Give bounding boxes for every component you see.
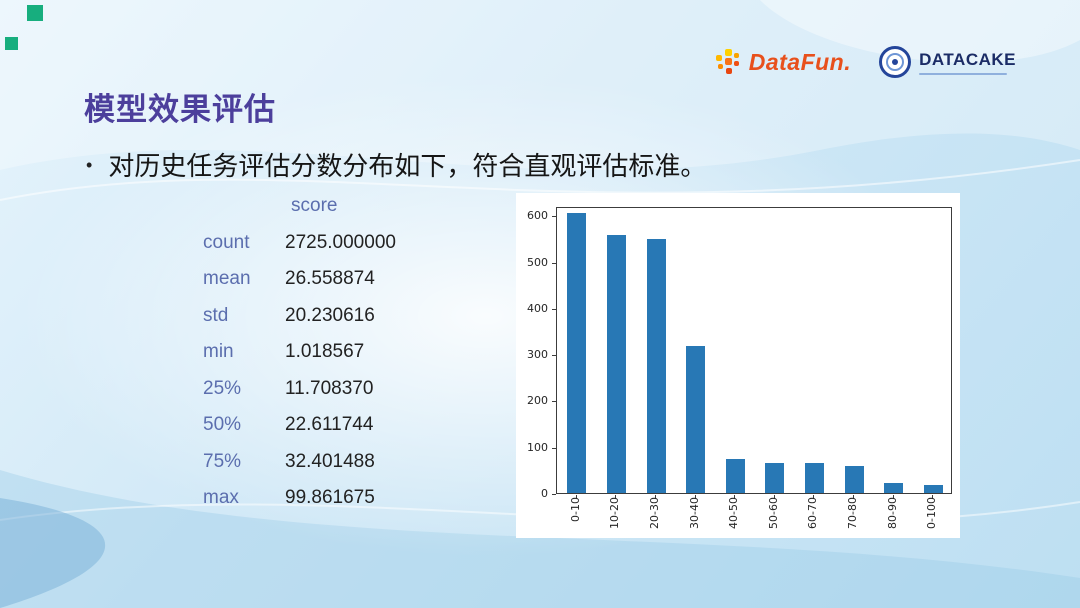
- stat-label: min: [203, 341, 234, 363]
- y-tick-label: 600: [527, 209, 548, 223]
- x-tick-label: 80-90: [885, 497, 899, 529]
- bullet-text: 对历史任务评估分数分布如下，符合直观评估标准。: [108, 151, 707, 181]
- x-tick-mark: [932, 495, 934, 499]
- x-tick-mark: [575, 495, 577, 499]
- y-tick-mark: [552, 355, 556, 357]
- stat-label: mean: [203, 268, 251, 290]
- datacake-center-dot: [892, 59, 899, 65]
- bullet-row: • 对历史任务评估分数分布如下，符合直观评估标准。: [86, 146, 706, 183]
- stat-label: 50%: [203, 414, 242, 436]
- x-tick-label: 30-40: [687, 497, 701, 529]
- stat-row: max 99.861675: [203, 480, 396, 517]
- y-tick-mark: [552, 447, 556, 449]
- datacake-tagline: [919, 72, 1008, 75]
- x-tick-label: 40-50: [727, 497, 741, 529]
- x-tick-mark: [694, 495, 696, 499]
- y-tick-label: 400: [527, 301, 548, 315]
- bar: [923, 484, 943, 493]
- y-tick-mark: [552, 216, 556, 218]
- stat-value: 20.230616: [285, 304, 375, 326]
- bar: [606, 235, 626, 493]
- x-tick-label: 0-10: [568, 497, 582, 522]
- stat-value: 26.558874: [285, 268, 375, 290]
- bar-chart: 0 100 200 300 400 500 600 0-10 10-20 20-30 30-40 40…: [516, 193, 960, 538]
- stat-row: min 1.018567: [203, 334, 396, 371]
- stat-row: count 2725.000000: [203, 225, 396, 262]
- page-title: 模型效果评估: [84, 92, 276, 127]
- bar: [884, 483, 904, 493]
- stat-label: 25%: [203, 377, 242, 399]
- x-tick-label: 20-30: [648, 497, 661, 529]
- datafun-logo: DataFun.: [714, 48, 852, 76]
- stat-row: 25% 11.708370: [203, 371, 396, 408]
- decor-square-left: [5, 37, 18, 50]
- y-tick-mark: [552, 494, 556, 495]
- stat-row: mean 26.558874: [203, 261, 396, 298]
- x-tick-label: 70-80: [846, 497, 859, 529]
- stat-value: 1.018567: [285, 341, 365, 363]
- x-tick-mark: [734, 495, 736, 499]
- y-tick-mark: [552, 401, 556, 403]
- stats-table: score count 2725.000000 mean 26.558874 std 20…: [203, 188, 396, 517]
- stat-value: 11.708370: [285, 377, 374, 399]
- stat-value: 99.861675: [285, 487, 375, 509]
- stats-header-row: score: [203, 188, 396, 225]
- x-tick-mark: [892, 495, 894, 499]
- stat-label: count: [203, 231, 250, 253]
- x-tick-mark: [655, 495, 656, 499]
- y-tick-label: 100: [527, 440, 548, 454]
- stat-label: 75%: [203, 450, 242, 472]
- stat-value: 22.611744: [285, 414, 374, 436]
- datafun-pixels-icon: [714, 48, 741, 76]
- bar: [725, 459, 745, 493]
- y-tick-mark: [552, 308, 556, 310]
- x-tick-mark: [773, 495, 775, 499]
- datacake-logo: DATACAKE: [879, 46, 1016, 78]
- logo-group: DataFun. DATACAKE: [714, 46, 1016, 78]
- datafun-logo-text: DataFun.: [748, 48, 852, 75]
- x-tick-mark: [615, 495, 617, 499]
- x-tick-label: 50-60: [766, 497, 780, 529]
- bar: [646, 238, 666, 493]
- stat-value: 32.401488: [285, 450, 375, 472]
- y-tick-mark: [552, 262, 556, 264]
- stat-row: 75% 32.401488: [203, 444, 396, 481]
- y-tick-label: 500: [527, 255, 548, 269]
- datacake-circle-icon: [879, 46, 912, 78]
- stats-header: score: [291, 195, 338, 217]
- bar: [567, 212, 587, 493]
- stat-value: 2725.000000: [285, 231, 396, 253]
- stat-label: max: [203, 487, 239, 509]
- y-tick-label: 300: [527, 348, 548, 362]
- datacake-logo-text: DATACAKE: [919, 49, 1016, 69]
- x-tick-label: 10-20: [608, 497, 622, 529]
- stat-row: std 20.230616: [203, 298, 396, 335]
- plot-area: [556, 207, 952, 494]
- x-tick-label: 0-100: [925, 497, 939, 529]
- bar: [686, 345, 706, 493]
- bar: [765, 463, 785, 493]
- stat-label: std: [203, 304, 229, 326]
- decor-square-top: [27, 5, 43, 21]
- bar: [804, 463, 824, 493]
- x-tick-mark: [813, 495, 815, 499]
- x-tick-label: 60-70: [806, 497, 820, 529]
- stat-row: 50% 22.611744: [203, 407, 396, 444]
- bullet-dot: •: [86, 154, 93, 175]
- bar: [844, 466, 864, 493]
- x-tick-mark: [853, 495, 854, 499]
- y-tick-label: 200: [527, 394, 548, 408]
- y-tick-label: 0: [541, 487, 548, 500]
- datacake-inner-ring: [886, 53, 905, 71]
